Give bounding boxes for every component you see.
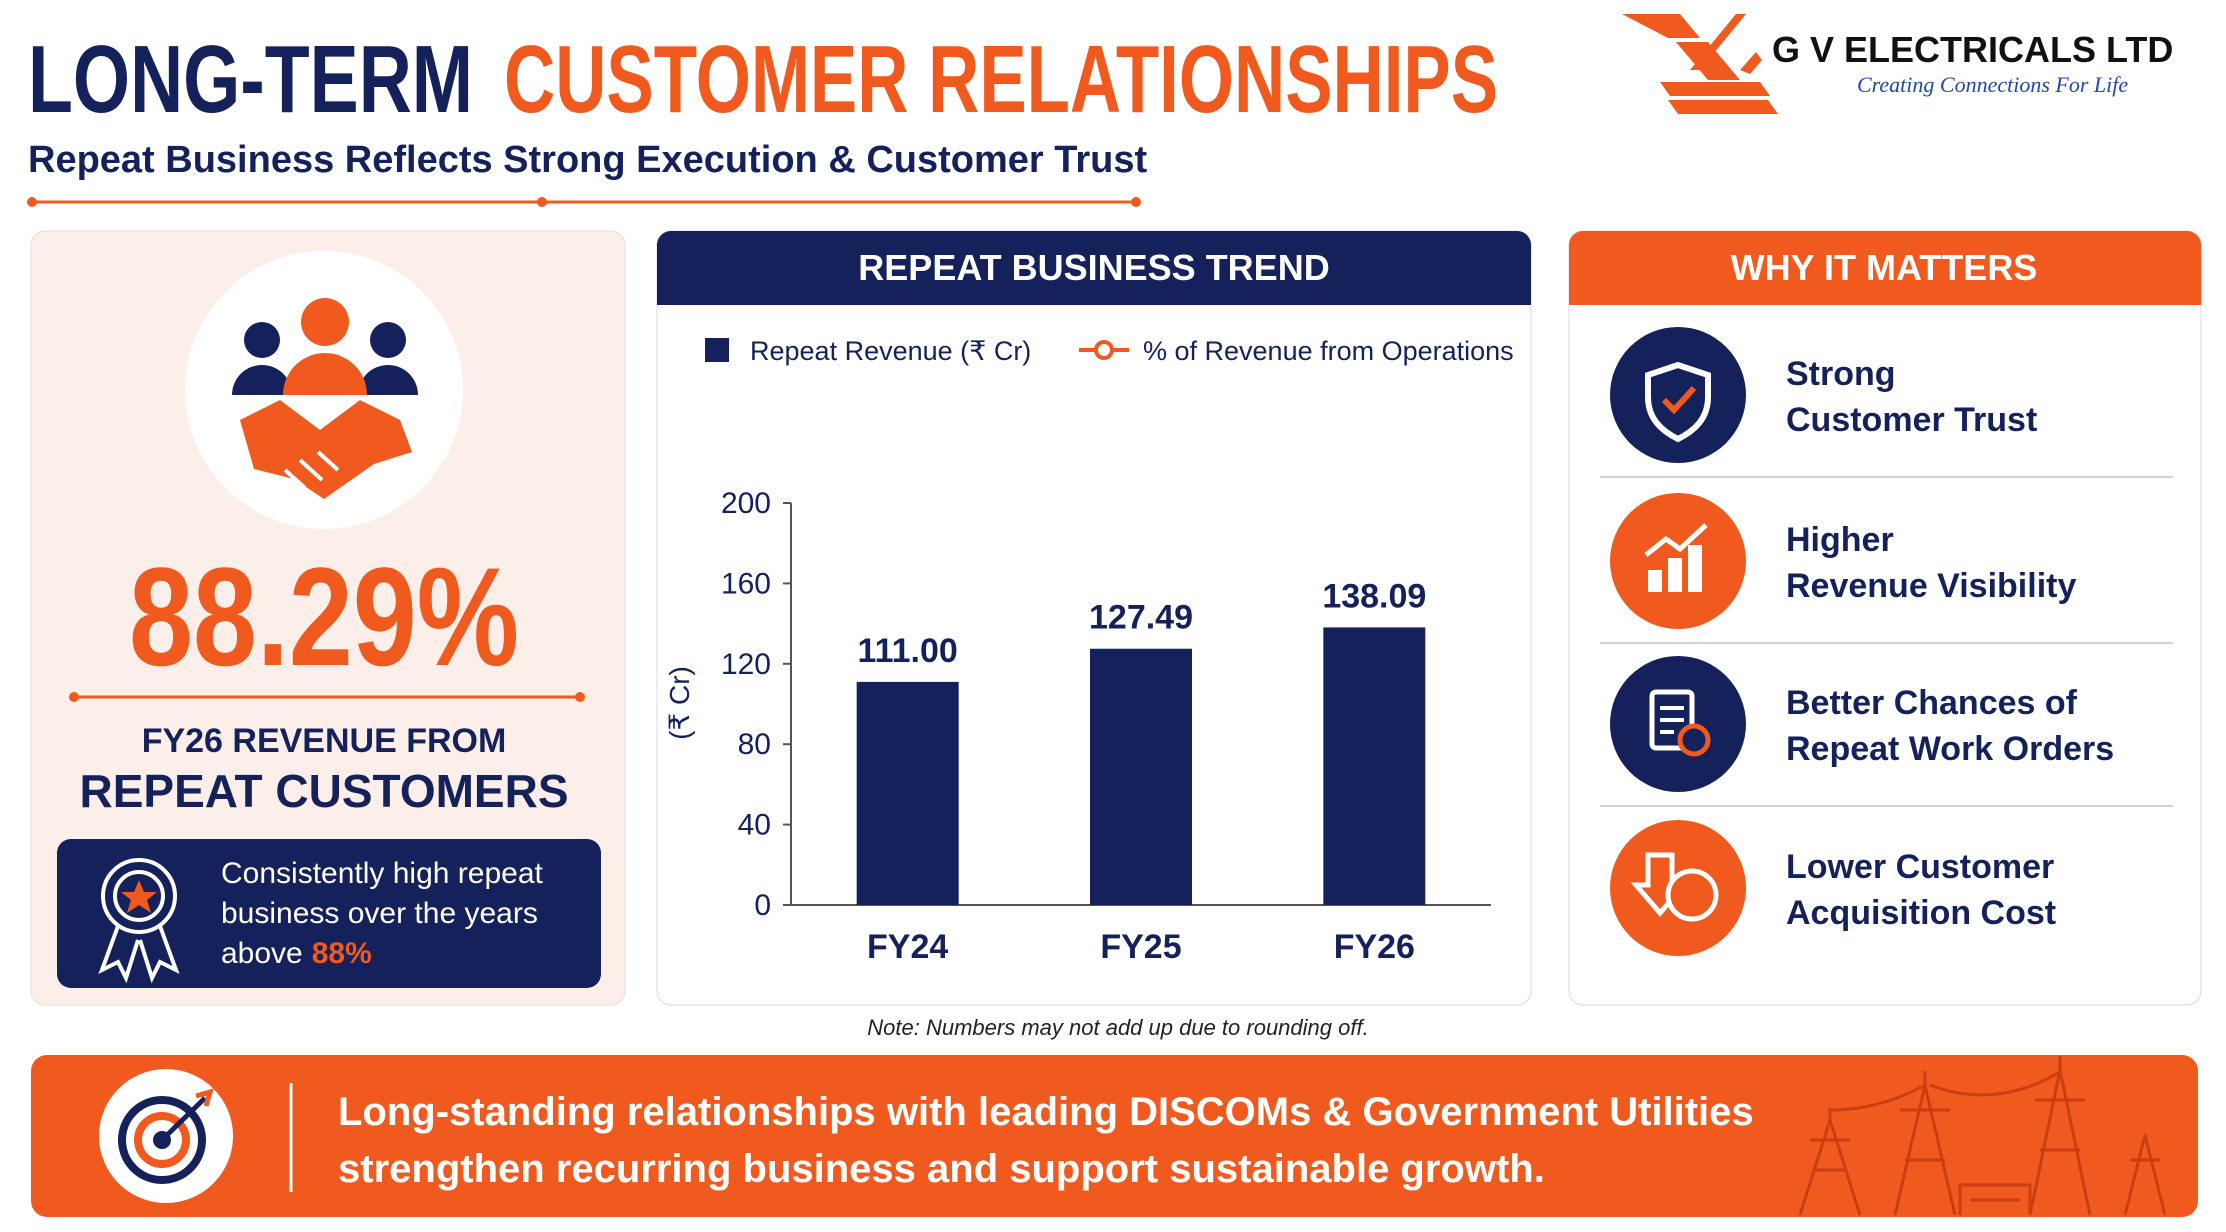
bar (1323, 627, 1426, 905)
why-icon (1630, 852, 1719, 922)
title-part2: CUSTOMER RELATIONSHIPS (504, 26, 1498, 133)
why-list: Strong Customer Trust Higher Revenue Visibi… (1600, 327, 2173, 956)
y-tick-label: 80 (738, 728, 771, 761)
chart: 0 40 80 120 160 200 Repeat Revenue (₹ Cr) % of … (705, 336, 1514, 966)
y-tick-label: 0 (754, 889, 771, 922)
note-box (57, 839, 601, 988)
legend-label: Repeat Revenue (₹ Cr) (750, 336, 1031, 366)
highlight-rule (69, 692, 585, 702)
why-icon (1649, 689, 1711, 757)
banner-line: Long-standing relationships with leading… (338, 1090, 1754, 1134)
why-header (1569, 231, 2201, 305)
why-icon (1644, 523, 1708, 592)
logo-name: G V ELECTRICALS LTD (1772, 29, 2173, 70)
why-item-text: Better Chances of (1786, 684, 2078, 722)
why-item-text: Lower Customer (1786, 848, 2054, 886)
x-tick-label: FY25 (1100, 928, 1181, 966)
note-line: Consistently high repeat (221, 857, 544, 890)
why-icon-circle (1610, 656, 1746, 792)
x-tick-label: FY24 (867, 928, 948, 966)
why-item-text: Higher (1786, 521, 1894, 559)
why-icon-circle (1610, 327, 1746, 463)
why-item-text: Revenue Visibility (1786, 567, 2076, 605)
customers-icon (232, 298, 418, 499)
banner-line: strengthen recurring business and suppor… (338, 1147, 1545, 1191)
y-tick-label: 200 (721, 487, 771, 520)
why-icon (1645, 361, 1711, 443)
y-tick-label: 40 (738, 809, 771, 842)
y-axis-label: (₹ Cr) (664, 666, 695, 740)
award-icon (98, 858, 180, 984)
legend-label: % of Revenue from Operations (1143, 336, 1514, 366)
value-label: 127.49 (1089, 599, 1193, 637)
why-item-text: Customer Trust (1786, 401, 2037, 439)
chart-title: REPEAT BUSINESS TREND (858, 247, 1329, 288)
bar (856, 681, 959, 905)
caption-line: REPEAT CUSTOMERS (79, 765, 568, 817)
towers (1798, 1056, 2167, 1216)
chart-note: Note: Numbers may not add up due to roun… (867, 1015, 1368, 1040)
subtitle-rule (27, 197, 1141, 207)
caption-line: FY26 REVENUE FROM (142, 722, 507, 760)
note-text: above (221, 937, 303, 970)
logo-mark (1622, 14, 1778, 114)
title-part1: LONG-TERM (28, 26, 473, 133)
highlight-panel (30, 230, 626, 1006)
why-item-text: Acquisition Cost (1786, 894, 2056, 932)
banner (31, 1055, 2198, 1217)
x-tick-label: FY26 (1334, 928, 1415, 966)
target-icon (118, 1088, 214, 1184)
y-tick-label: 120 (721, 648, 771, 681)
legend-swatch (1094, 340, 1114, 360)
note-line: above 88% (221, 937, 372, 970)
highlight-value: 88.29% (129, 538, 519, 695)
legend-swatch (705, 338, 729, 362)
why-item-text: Strong (1786, 355, 1896, 393)
logo-tagline: Creating Connections For Life (1857, 72, 2128, 97)
bar (1090, 648, 1192, 905)
note-highlight: 88% (312, 937, 372, 970)
subtitle: Repeat Business Reflects Strong Executio… (28, 139, 1147, 181)
y-tick-label: 160 (721, 567, 771, 600)
note-line: business over the years (221, 897, 538, 930)
why-item-text: Repeat Work Orders (1786, 730, 2114, 768)
chart-header (657, 231, 1531, 305)
why-title: WHY IT MATTERS (1731, 247, 2038, 288)
value-label: 138.09 (1322, 577, 1426, 615)
value-label: 111.00 (858, 632, 958, 670)
